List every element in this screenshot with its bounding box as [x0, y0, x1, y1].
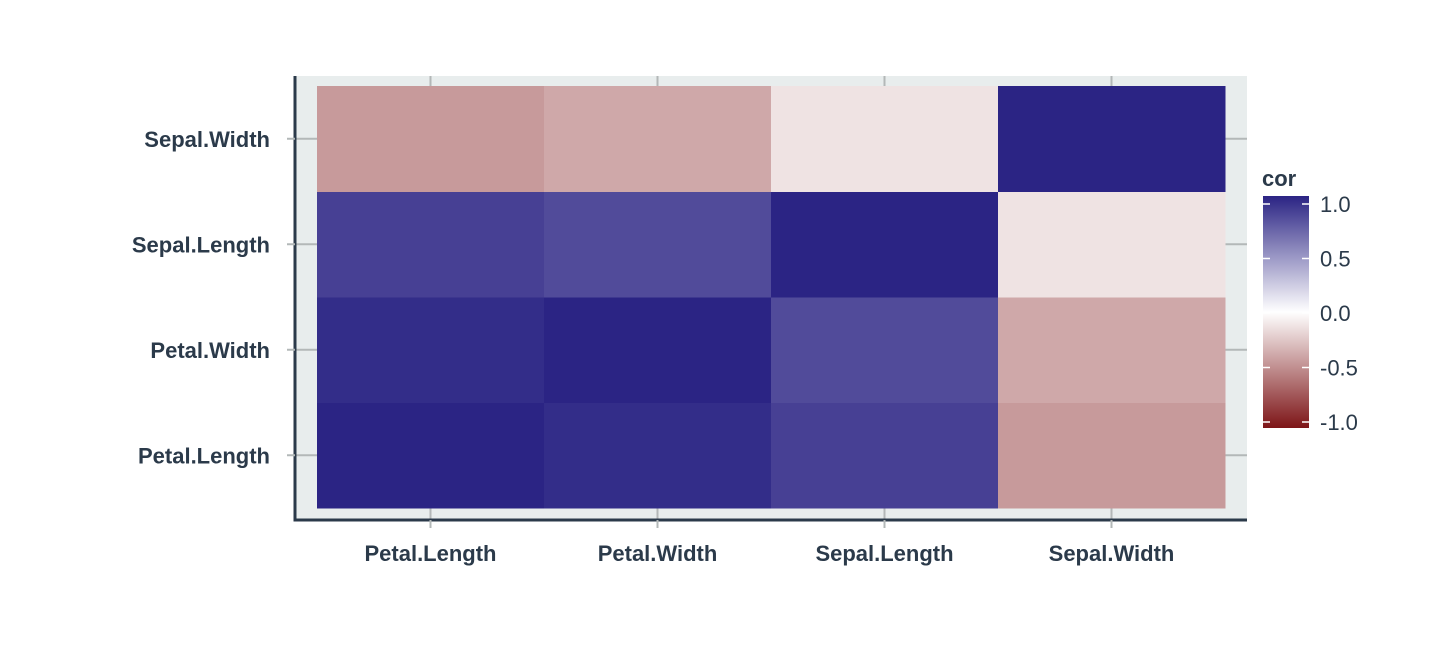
- heatmap-cell-petal-width-sepal-width: [998, 297, 1226, 403]
- heatmap-cell-petal-width-petal-length: [317, 297, 545, 403]
- heatmap-cell-sepal-length-petal-width: [544, 191, 772, 298]
- legend-tick-label: -0.5: [1320, 356, 1358, 381]
- legend-tick-label: -1.0: [1320, 410, 1358, 435]
- legend-tick-label: 0.5: [1320, 247, 1351, 272]
- heatmap-cell-sepal-length-sepal-length: [771, 191, 999, 298]
- y-tick-label: Petal.Width: [150, 338, 270, 363]
- y-tick-label: Petal.Length: [138, 443, 270, 468]
- x-tick-label: Sepal.Width: [1049, 541, 1175, 566]
- legend-colorbar: [1263, 196, 1309, 428]
- heatmap-cell-petal-length-sepal-length: [771, 402, 999, 509]
- y-axis-ticks: Petal.Length Petal.Width Sepal.Length Sepal…: [132, 127, 295, 468]
- legend-tick-label: 0.0: [1320, 301, 1351, 326]
- heatmap-cell-petal-length-sepal-width: [998, 402, 1226, 509]
- x-tick-label: Petal.Length: [364, 541, 496, 566]
- y-tick-label: Sepal.Width: [144, 127, 270, 152]
- heatmap-cell-petal-length-petal-width: [544, 402, 772, 509]
- legend-ticks: 1.0 0.5 0.0 -0.5 -1.0: [1263, 192, 1358, 435]
- heatmap-cell-sepal-width-sepal-width: [998, 86, 1226, 192]
- heatmap-cells: [317, 86, 1226, 509]
- heatmap-cell-sepal-width-sepal-length: [771, 86, 999, 192]
- heatmap-cell-sepal-length-petal-length: [317, 191, 545, 298]
- heatmap-cell-sepal-width-petal-length: [317, 86, 545, 192]
- legend-tick-label: 1.0: [1320, 192, 1351, 217]
- x-axis-ticks: Petal.Length Petal.Width Sepal.Length Sepal…: [364, 520, 1174, 566]
- y-tick-label: Sepal.Length: [132, 232, 270, 257]
- x-tick-label: Petal.Width: [598, 541, 718, 566]
- heatmap-cell-sepal-length-sepal-width: [998, 191, 1226, 298]
- x-tick-label: Sepal.Length: [815, 541, 953, 566]
- heatmap-cell-petal-width-petal-width: [544, 297, 772, 403]
- heatmap-cell-sepal-width-petal-width: [544, 86, 772, 192]
- heatmap-cell-petal-width-sepal-length: [771, 297, 999, 403]
- heatmap-cell-petal-length-petal-length: [317, 402, 545, 509]
- legend-title: cor: [1262, 166, 1297, 191]
